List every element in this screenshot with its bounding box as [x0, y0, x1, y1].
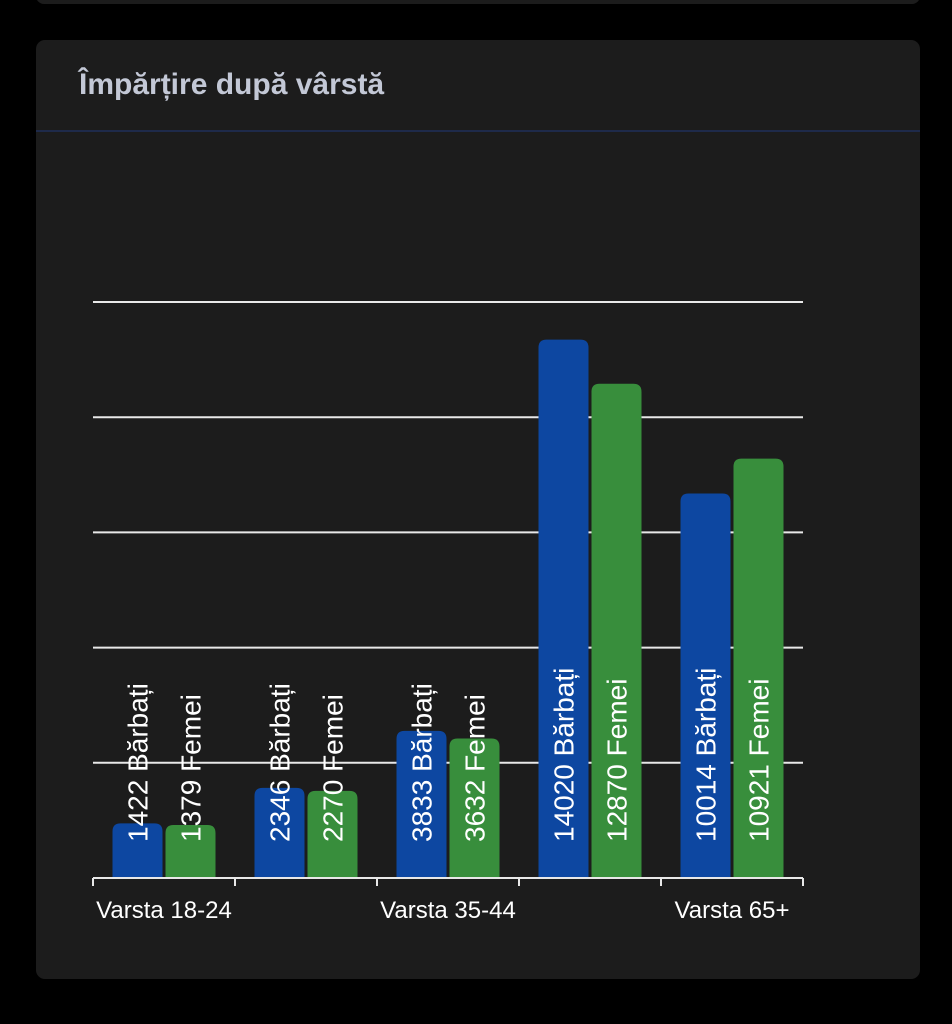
x-tick-label: Varsta 35-44	[380, 897, 516, 924]
age-distribution-card: Împărțire după vârstă 1422 Bărbați 1379 F…	[36, 40, 920, 979]
bar-men	[538, 339, 589, 878]
x-tick-label: Varsta 65+	[675, 897, 790, 924]
bar-men	[680, 493, 731, 878]
bar-label-women: 12870 Femei	[602, 679, 633, 842]
chart-svg: 1422 Bărbați 1379 Femei 2346 Bărbați 2270 F…	[92, 301, 804, 924]
age-bar-chart: 1422 Bărbați 1379 Femei 2346 Bărbați 2270 F…	[36, 134, 920, 979]
bar-men	[396, 730, 447, 878]
bar-label-women: 1379 Femei	[176, 694, 207, 842]
bar-women	[449, 738, 500, 878]
bar-women	[591, 383, 642, 878]
bar-women	[307, 790, 358, 878]
x-tick-label: Varsta 18-24	[96, 897, 232, 924]
bar-women	[733, 458, 784, 878]
bar-label-men: 10014 Bărbați	[691, 668, 722, 842]
bar-label-men: 1422 Bărbați	[123, 683, 154, 842]
previous-card-edge	[36, 0, 920, 4]
bar-men	[254, 787, 305, 878]
bar-label-men: 14020 Bărbați	[549, 668, 580, 842]
bar-label-men: 2346 Bărbați	[265, 683, 296, 842]
bar-label-women: 2270 Femei	[318, 694, 349, 842]
bar-men	[112, 823, 163, 878]
bar-label-women: 3632 Femei	[460, 694, 491, 842]
bar-label-men: 3833 Bărbați	[407, 683, 438, 842]
card-title: Împărțire după vârstă	[79, 68, 385, 101]
bar-women	[165, 825, 216, 878]
bar-label-women: 10921 Femei	[744, 679, 775, 842]
card-header: Împărțire după vârstă	[36, 40, 920, 132]
